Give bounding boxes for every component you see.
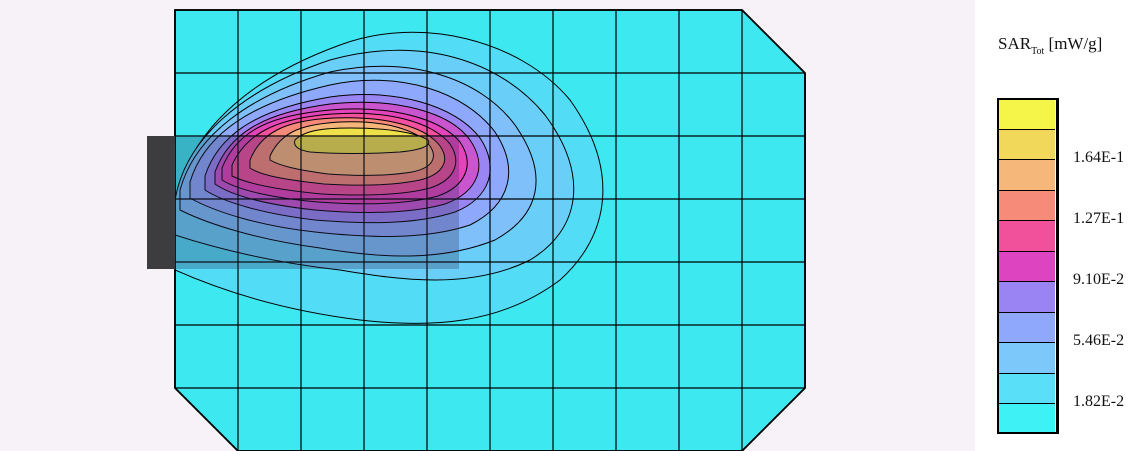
colorbar-band-8 — [997, 189, 1055, 221]
colorbar-tick-label: 1.82E-2 — [1073, 393, 1125, 411]
colorbar-tick-label: 1.64E-1 — [1073, 149, 1125, 167]
contour-bands — [175, 31, 604, 324]
colorbar-tick-label: 5.46E-2 — [1073, 332, 1125, 350]
contour-band-11 — [294, 127, 430, 154]
colorbar-tick-label: 9.10E-2 — [1073, 271, 1125, 289]
colorbar-title-main: SAR — [998, 34, 1032, 53]
colorbar-band-1 — [997, 403, 1055, 434]
colorbar-band-5 — [997, 281, 1055, 312]
colorbar-tick-label: 1.27E-1 — [1073, 210, 1125, 228]
colorbar-title-unit: [mW/g] — [1048, 34, 1103, 53]
device-block — [147, 136, 175, 269]
colorbar — [997, 98, 1061, 434]
colorbar-band-3 — [997, 342, 1055, 373]
colorbar-band-7 — [997, 220, 1055, 251]
sar-contour-plot — [147, 9, 806, 451]
colorbar-band-6 — [997, 250, 1055, 282]
colorbar-band-2 — [997, 372, 1055, 404]
colorbar-band-10 — [997, 128, 1055, 160]
colorbar-band-9 — [997, 159, 1055, 190]
domain-outline — [174, 9, 806, 451]
colorbar-title-sub: Tot — [1031, 46, 1045, 57]
mesh-grid — [175, 10, 805, 451]
device-overlay — [175, 136, 459, 269]
colorbar-band-4 — [997, 311, 1055, 343]
colorbar-frame — [997, 98, 1059, 434]
colorbar-title: SARTot [mW/g] — [998, 34, 1102, 57]
